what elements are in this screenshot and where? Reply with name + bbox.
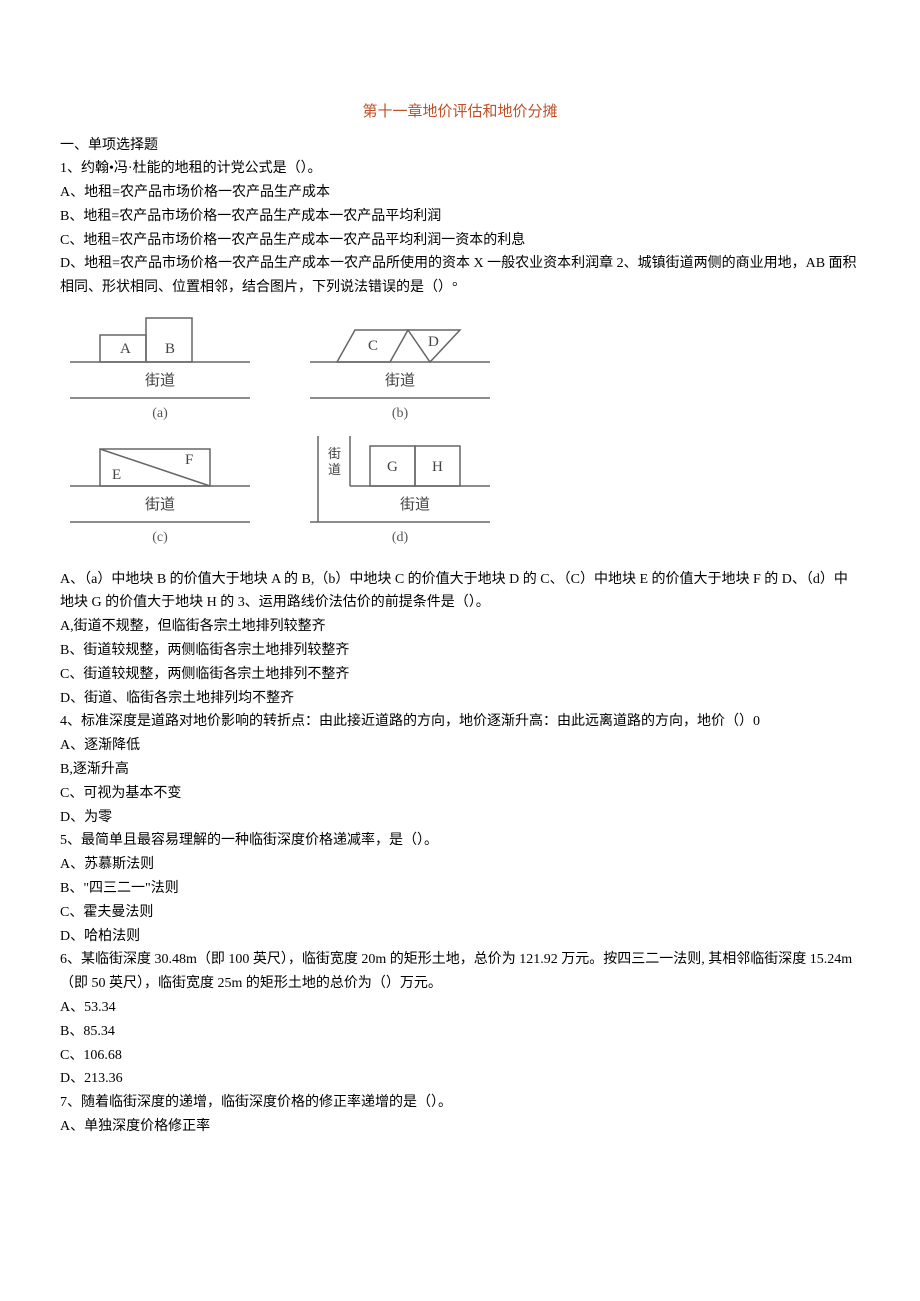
q3-option-b: B、街道较规整，两侧临街各宗土地排列较整齐 (60, 639, 860, 663)
q4-option-b: B,逐渐升高 (60, 758, 860, 782)
figure-d-label-g: G (387, 459, 398, 475)
figure-a-label-b: B (165, 341, 175, 357)
q4-option-a: A、逐渐降低 (60, 734, 860, 758)
q3-option-c: C、街道较规整，两侧临街各宗土地排列不整齐 (60, 663, 860, 687)
figure-c-caption: (c) (152, 526, 168, 550)
figure-d-caption: (d) (392, 526, 408, 550)
q4-stem: 4、标准深度是道路对地价影响的转折点：由此接近道路的方向，地价逐渐升高：由此远离… (60, 710, 860, 734)
q1-option-b: B、地租=农产品市场价格一农产品生产成本一农产品平均利润 (60, 205, 860, 229)
figure-b: C D 街道 (b) (300, 310, 500, 434)
q3-option-a: A,街道不规整，但临街各宗土地排列较整齐 (60, 615, 860, 639)
figure-d-svg: 街 道 G H 街道 (300, 434, 500, 524)
q5-option-d: D、哈柏法则 (60, 925, 860, 949)
q6-option-d: D、213.36 (60, 1067, 860, 1091)
figure-c-street: 街道 (145, 496, 175, 513)
q7-stem: 7、随着临街深度的递增，临街深度价格的修正率递增的是（）。 (60, 1091, 860, 1115)
figure-d-label-h: H (432, 459, 443, 475)
figure-row-2: E F 街道 (c) (60, 434, 540, 558)
q1-option-a: A、地租=农产品市场价格一农产品生产成本 (60, 181, 860, 205)
figure-row-1: A B 街道 (a) C (60, 310, 540, 434)
q2-options-and-q3-stem: A、（a）中地块 B 的价值大于地块 A 的 B,（b）中地块 C 的价值大于地… (60, 568, 860, 616)
figure-c-label-e: E (112, 467, 121, 483)
q5-option-a: A、苏慕斯法则 (60, 853, 860, 877)
q6-stem: 6、某临街深度 30.48m（即 100 英尺），临街宽度 20m 的矩形土地，… (60, 948, 860, 996)
figure-a-svg: A B 街道 (60, 310, 260, 400)
q1-stem: 1、约翰•冯·杜能的地租的计党公式是（）。 (60, 157, 860, 181)
chapter-title: 第十一章地价评估和地价分摊 (60, 100, 860, 126)
q1-option-c: C、地租=农产品市场价格一农产品生产成本一农产品平均利润一资本的利息 (60, 229, 860, 253)
figure-b-caption: (b) (392, 402, 408, 426)
figure-d-street: 街道 (400, 496, 430, 513)
q6-option-a: A、53.34 (60, 996, 860, 1020)
figure-b-svg: C D 街道 (300, 310, 500, 400)
q6-option-c: C、106.68 (60, 1044, 860, 1068)
q5-option-b: B、"四三二一"法则 (60, 877, 860, 901)
q4-option-d: D、为零 (60, 806, 860, 830)
q6-option-b: B、85.34 (60, 1020, 860, 1044)
q4-option-c: C、可视为基本不变 (60, 782, 860, 806)
figure-b-label-d: D (428, 334, 439, 350)
figure-c-label-f: F (185, 452, 193, 468)
q5-option-c: C、霍夫曼法则 (60, 901, 860, 925)
figure-c-svg: E F 街道 (60, 434, 260, 524)
figure-a: A B 街道 (a) (60, 310, 260, 434)
q7-option-a: A、单独深度价格修正率 (60, 1115, 860, 1139)
figure-c: E F 街道 (c) (60, 434, 260, 558)
figure-grid: A B 街道 (a) C (60, 310, 540, 558)
figure-b-street: 街道 (385, 372, 415, 389)
figure-a-street: 街道 (145, 372, 175, 389)
figure-d-vstreet-1: 街 (328, 446, 341, 461)
figure-d: 街 道 G H 街道 (d) (300, 434, 500, 558)
figure-b-label-c: C (368, 338, 378, 354)
figure-a-caption: (a) (152, 402, 168, 426)
q3-option-d: D、街道、临街各宗土地排列均不整齐 (60, 687, 860, 711)
section-heading: 一、单项选择题 (60, 134, 860, 158)
page: 第十一章地价评估和地价分摊 一、单项选择题 1、约翰•冯·杜能的地租的计党公式是… (0, 0, 920, 1179)
q5-stem: 5、最简单且最容易理解的一种临街深度价格递减率，是（）。 (60, 829, 860, 853)
q1-option-d-and-q2-stem: D、地租=农产品市场价格一农产品生产成本一农产品所使用的资本 X 一般农业资本利… (60, 252, 860, 300)
figure-a-label-a: A (120, 341, 131, 357)
figure-d-vstreet-2: 道 (328, 462, 341, 477)
